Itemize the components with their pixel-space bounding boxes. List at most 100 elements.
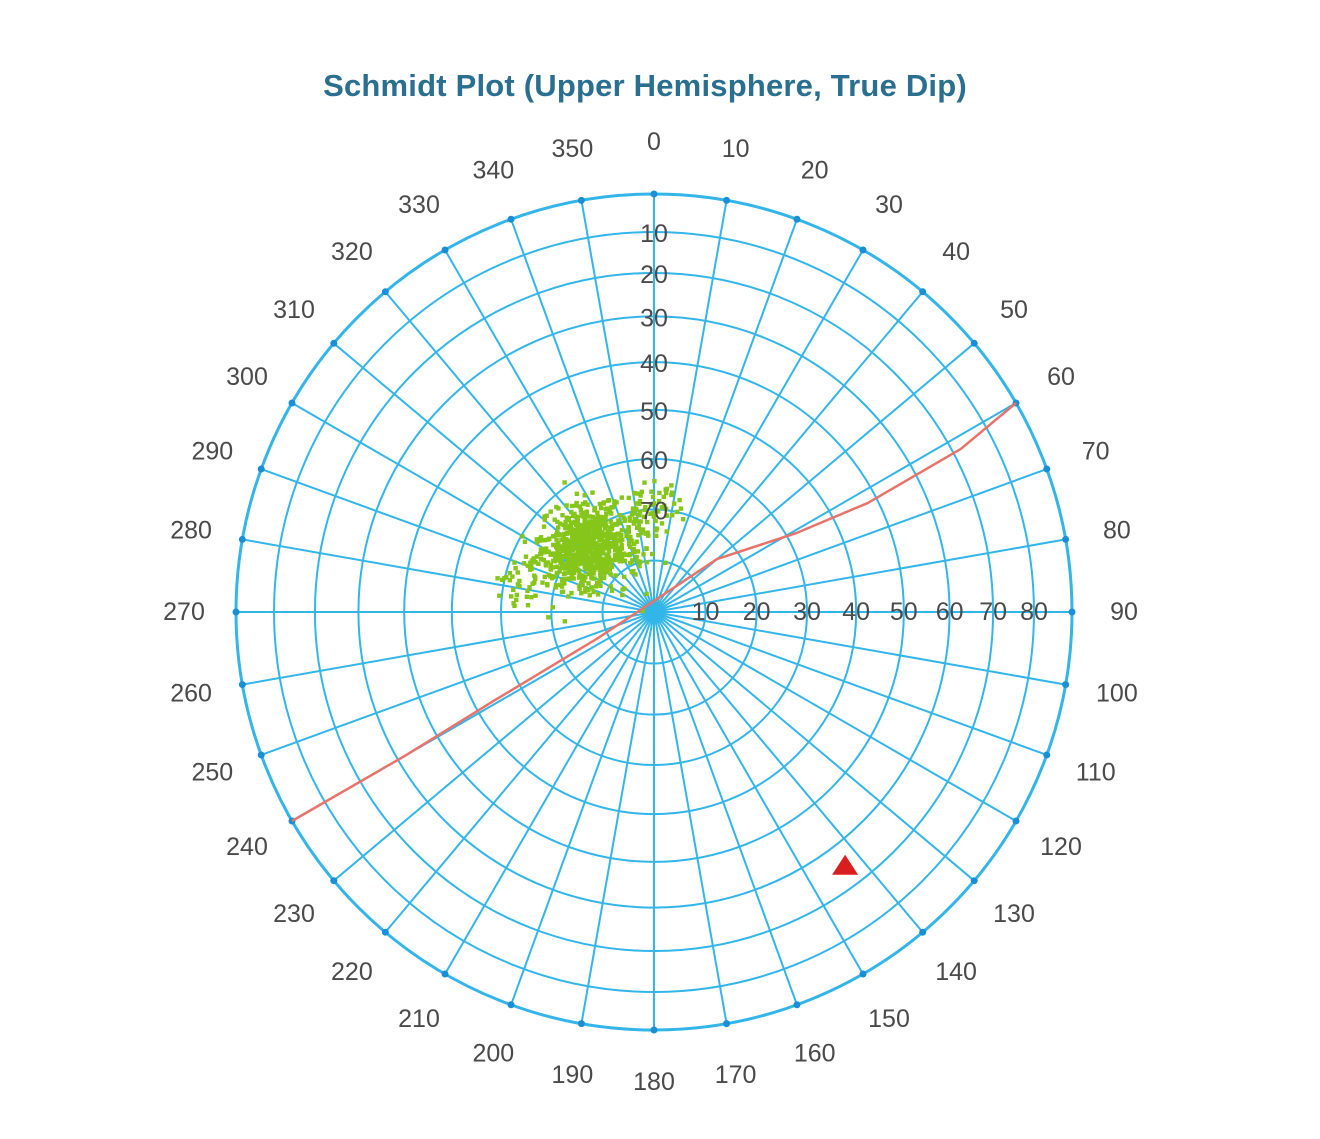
data-point [548, 552, 553, 557]
data-point [654, 528, 659, 533]
data-point [554, 537, 559, 542]
data-point [573, 503, 579, 508]
data-point [591, 520, 596, 525]
data-point [558, 556, 563, 562]
data-point [529, 595, 534, 600]
data-point [619, 532, 624, 538]
data-point [599, 561, 605, 567]
data-point [579, 591, 584, 596]
data-point [599, 519, 605, 524]
data-point [642, 507, 648, 513]
azimuth-label: 320 [331, 238, 373, 266]
data-point [495, 576, 500, 581]
data-point [644, 591, 649, 597]
data-point [550, 565, 556, 570]
data-point [570, 557, 576, 563]
grid-spoke [242, 611, 655, 686]
data-point [646, 533, 651, 538]
data-point [565, 547, 570, 552]
data-point [664, 486, 670, 492]
data-point [664, 513, 670, 518]
data-point [534, 537, 539, 542]
dip-label: 30 [640, 304, 668, 332]
data-point [669, 492, 674, 498]
dip-label: 30 [793, 598, 821, 626]
data-point [581, 538, 586, 543]
rim-tick [1062, 535, 1070, 543]
data-point [510, 574, 515, 579]
data-point [574, 556, 580, 561]
azimuth-label: 90 [1110, 598, 1138, 626]
data-point [520, 534, 525, 539]
data-point [626, 495, 631, 501]
rim-tick [330, 877, 338, 885]
rim-tick [1043, 465, 1051, 473]
rim-tick [1043, 751, 1051, 759]
data-point [662, 503, 667, 508]
data-point [608, 584, 613, 589]
data-point [533, 593, 538, 598]
rim-tick [919, 928, 927, 936]
data-point [592, 554, 597, 559]
data-point [632, 511, 637, 516]
data-point [525, 563, 531, 568]
grid-spoke [510, 611, 655, 1006]
data-point [579, 512, 584, 517]
data-point [548, 574, 553, 579]
data-point [597, 538, 602, 543]
azimuth-label: 280 [170, 516, 212, 544]
data-point [536, 561, 541, 566]
data-point [636, 533, 641, 538]
grid-spoke [653, 249, 864, 613]
data-point [645, 530, 650, 535]
data-point [585, 514, 590, 519]
data-point [504, 575, 509, 580]
data-point [569, 509, 574, 515]
great-circle-line [291, 402, 1017, 823]
azimuth-label: 250 [191, 759, 233, 787]
data-point [581, 529, 586, 535]
rim-tick [381, 928, 389, 936]
data-point [627, 544, 633, 549]
data-point [566, 568, 571, 573]
rim-tick [577, 1020, 585, 1028]
rim-tick [859, 970, 867, 978]
data-point [631, 546, 636, 552]
data-point [533, 576, 538, 581]
data-point [600, 536, 605, 541]
rim-tick [1012, 817, 1020, 825]
dip-label: 50 [640, 398, 668, 426]
azimuth-label: 150 [868, 1005, 910, 1033]
data-point [525, 588, 530, 594]
data-point [571, 546, 576, 551]
data-point [640, 608, 646, 614]
data-point [663, 560, 668, 565]
data-point [583, 532, 588, 538]
data-point [573, 563, 578, 569]
data-point [672, 501, 677, 506]
azimuth-label: 70 [1082, 437, 1110, 465]
grid-spoke [580, 200, 655, 613]
scatter-points [495, 478, 686, 624]
data-point [630, 558, 635, 563]
data-point [594, 541, 599, 546]
data-point [583, 585, 588, 591]
data-point [581, 523, 587, 528]
data-point [507, 570, 513, 576]
data-point [656, 509, 661, 514]
data-point [570, 568, 576, 573]
data-point [565, 517, 570, 523]
data-point [554, 570, 559, 576]
data-point [560, 513, 565, 518]
data-point [589, 586, 594, 591]
data-point [664, 529, 669, 534]
data-point [500, 577, 505, 583]
data-point [632, 516, 637, 522]
data-point [552, 517, 557, 522]
data-point [649, 502, 654, 508]
data-point [507, 578, 512, 583]
rim-tick [1062, 681, 1070, 689]
data-point [577, 504, 583, 509]
data-point [512, 603, 517, 609]
data-point [573, 522, 578, 528]
